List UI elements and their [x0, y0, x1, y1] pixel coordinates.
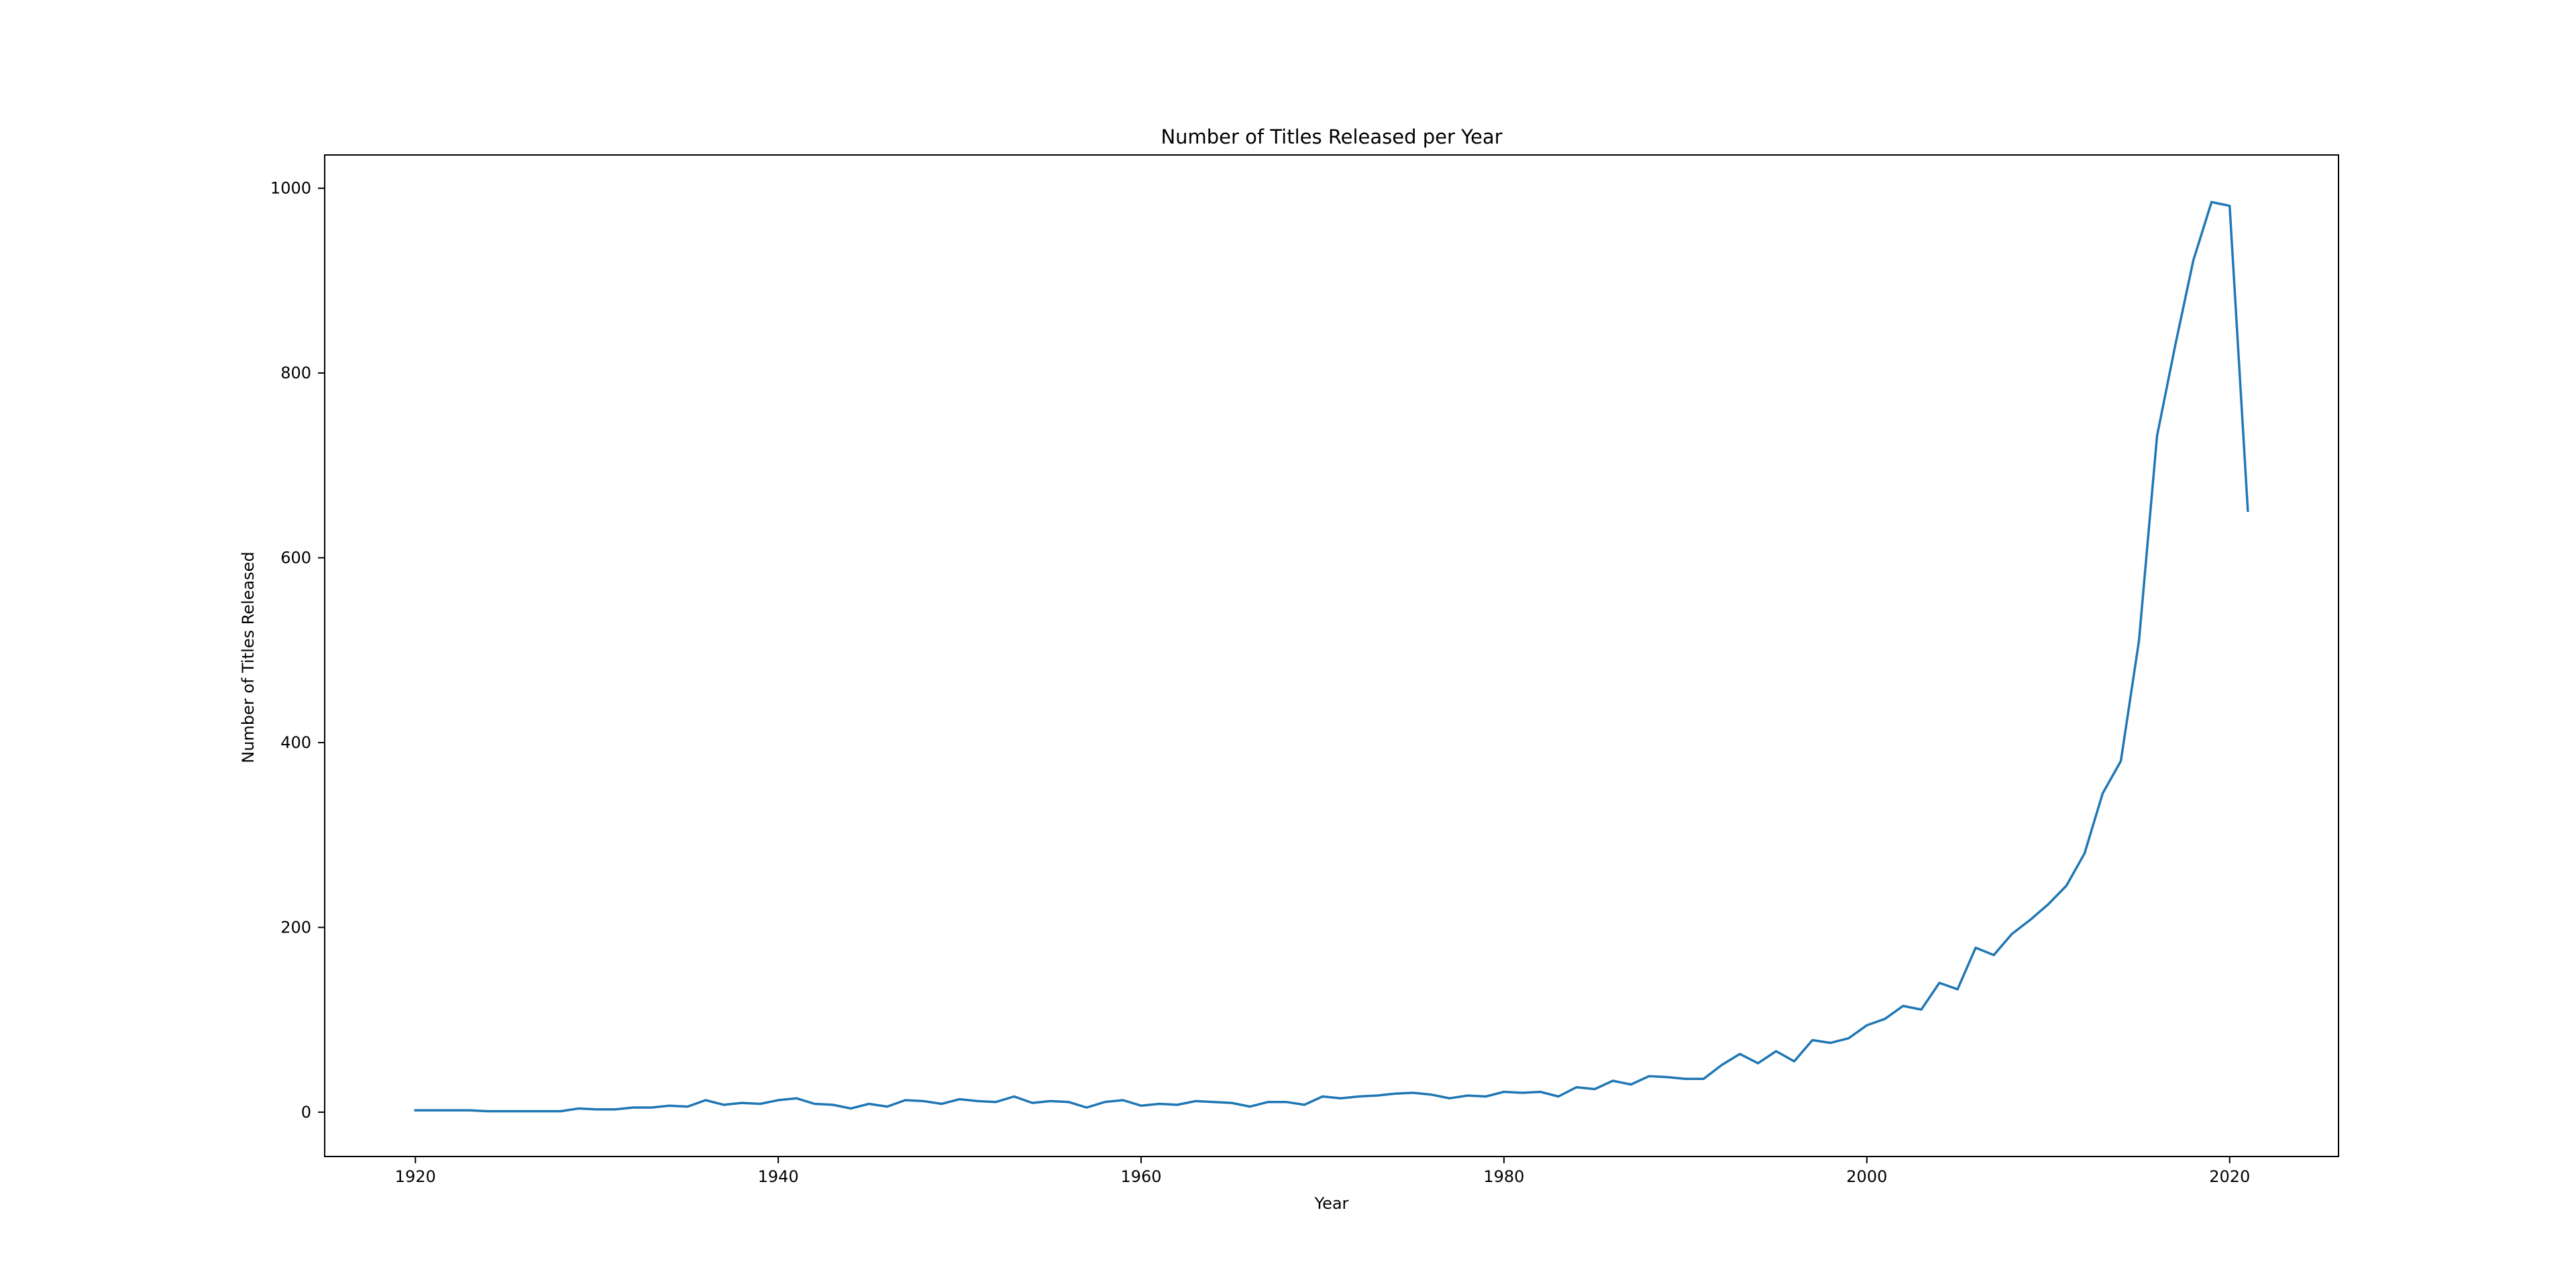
series-layer — [414, 201, 2249, 1113]
chart-title: Number of Titles Released per Year — [1161, 125, 1502, 148]
x-tick-label: 2020 — [2209, 1167, 2250, 1186]
y-tick-label: 400 — [280, 733, 311, 752]
y-tick-label: 1000 — [270, 179, 311, 198]
y-axis-label: Number of Titles Released — [239, 551, 258, 763]
x-tick-label: 2000 — [1846, 1167, 1887, 1186]
plot-area-frame — [324, 154, 2339, 1157]
x-tick-label: 1920 — [395, 1167, 436, 1186]
y-tick-label: 0 — [301, 1103, 311, 1122]
series-line — [414, 201, 2249, 1113]
y-tick-label: 200 — [280, 918, 311, 936]
x-axis-ticks: 1920 1940 1960 1980 2000 2020 — [395, 1157, 2250, 1186]
x-tick-label: 1940 — [758, 1167, 799, 1186]
x-axis-label: Year — [1314, 1194, 1349, 1213]
x-tick-label: 1960 — [1120, 1167, 1161, 1186]
y-axis-ticks: 0 200 400 600 800 1000 — [270, 179, 325, 1122]
y-tick-label: 600 — [280, 549, 311, 568]
x-tick-label: 1980 — [1483, 1167, 1524, 1186]
y-tick-label: 800 — [280, 364, 311, 382]
